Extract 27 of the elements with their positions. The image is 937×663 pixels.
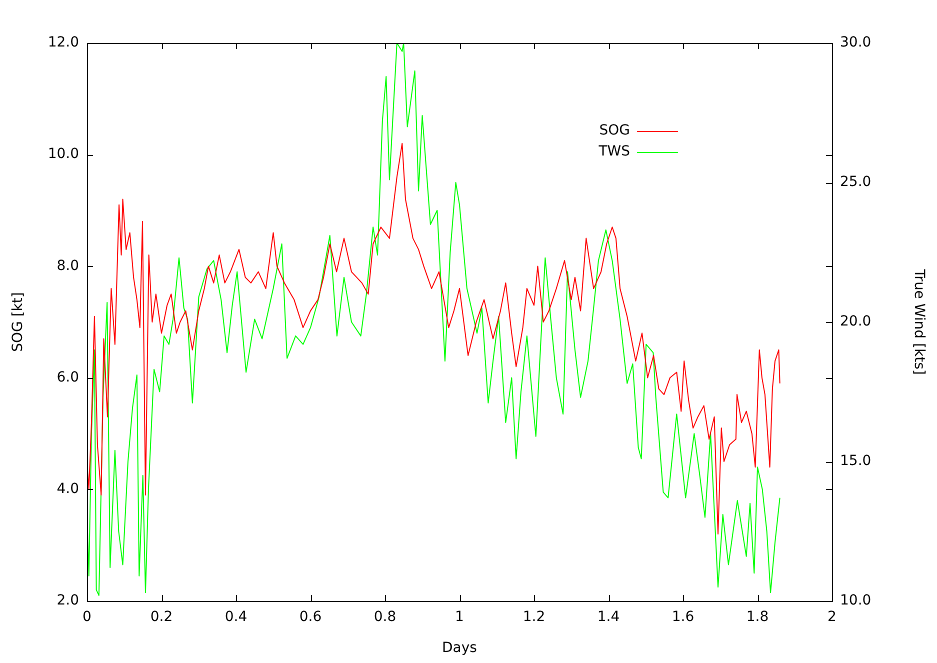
x-tick-label: 1.8	[746, 609, 769, 626]
x-axis-title: Days	[442, 640, 477, 656]
x-tick-label: 0.2	[150, 609, 173, 626]
y2-tick-label: 30.0	[840, 34, 872, 51]
x-tick-label: 1	[455, 609, 464, 626]
y-tick-label: 4.0	[56, 481, 79, 498]
y-tick-label: 6.0	[56, 369, 79, 386]
y-axis-title: SOG [kt]	[10, 292, 26, 352]
x-tick-label: 1.6	[672, 609, 694, 626]
x-tick-label: 0.8	[374, 609, 396, 626]
x-tick-label: 2	[828, 609, 836, 626]
x-tick-label: 0	[82, 609, 92, 626]
y-tick-label: 12.0	[48, 34, 79, 51]
legend-label: TWS	[598, 144, 630, 160]
y-tick-label: 10.0	[48, 146, 79, 162]
y2-axis-title: True Wind [kts]	[910, 268, 927, 375]
y-tick-label: 2.0	[56, 592, 79, 609]
y2-tick-label: 10.0	[840, 592, 872, 609]
x-tick-label: 1.2	[522, 609, 546, 626]
x-tick-label: 0.4	[224, 609, 248, 626]
y-tick-label: 8.0	[56, 258, 79, 274]
y2-tick-label: 15.0	[840, 453, 872, 470]
y2-tick-label: 20.0	[840, 314, 872, 330]
y2-tick-label: 25.0	[840, 174, 872, 190]
x-tick-label: 1.4	[597, 609, 620, 626]
x-tick-label: 0.6	[299, 609, 322, 626]
legend-label: SOG	[599, 122, 630, 139]
